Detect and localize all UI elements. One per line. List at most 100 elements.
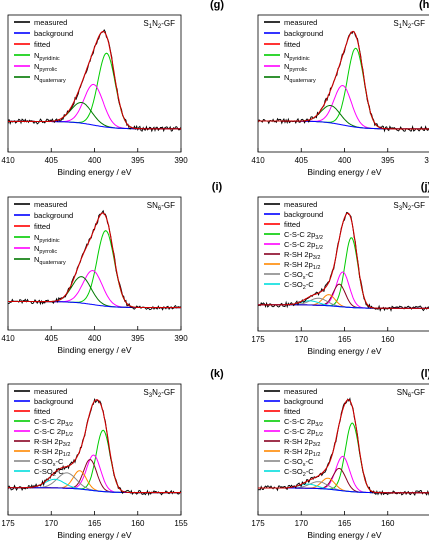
- legend-text: N: [284, 62, 289, 71]
- sample-label: SN6-GF: [397, 388, 425, 399]
- legend-subscript: 3/2: [315, 422, 323, 428]
- legend-entry-1: background: [284, 29, 323, 38]
- legend-entry-6: R-SH 2p1/2: [284, 447, 320, 458]
- x-tick-label-2: 400: [88, 334, 102, 343]
- legend-text: fitted: [34, 222, 50, 231]
- legend-subscript: pyrrolic: [39, 249, 57, 255]
- x-axis-label: Binding energy / eV: [57, 167, 132, 177]
- x-tick-label-0: 175: [1, 519, 15, 528]
- component-curve-0: [8, 230, 181, 309]
- legend-text: C-SO: [284, 467, 303, 476]
- legend-text: C-S-C 2p: [284, 230, 315, 239]
- sample-sub1: 6: [408, 393, 412, 399]
- legend-subscript: 2: [53, 472, 56, 478]
- legend-text: C-S-C 2p: [34, 417, 65, 426]
- legend-subscript: quaternary: [39, 260, 66, 266]
- sample-sub2: 2: [408, 206, 412, 212]
- legend-entry-0: measured: [34, 387, 67, 396]
- legend-text: N: [34, 62, 39, 71]
- legend-entry-5: R-SH 2p3/2: [34, 437, 70, 448]
- plot-area: [258, 30, 429, 133]
- legend-entry-4: Npyrrolic: [34, 62, 57, 73]
- x-tick-label-1: 405: [295, 156, 309, 165]
- panel-label: (i): [212, 181, 223, 193]
- legend-tail: -C: [306, 457, 314, 466]
- legend-entry-0: measured: [284, 200, 317, 209]
- legend-text: fitted: [34, 40, 50, 49]
- legend-text: background: [34, 29, 73, 38]
- panel-label: (k): [210, 368, 224, 380]
- legend-subscript: 3/2: [65, 422, 73, 428]
- legend-entry-8: C-SO2-C: [34, 467, 64, 478]
- sample-label: S3N2-GF: [393, 201, 425, 212]
- fitted-curve: [258, 30, 429, 130]
- sample-base: SN: [147, 201, 158, 210]
- legend-entry-3: Npyridinic: [34, 51, 60, 62]
- legend-entry-1: background: [34, 211, 73, 220]
- plot-area: [8, 28, 181, 133]
- x-tick-label-0: 410: [1, 334, 15, 343]
- legend-text: measured: [284, 387, 317, 396]
- panel-l: (l) 175 170 165 160 Binding energy / eV SN6-GF…: [251, 368, 429, 540]
- x-axis-label: Binding energy / eV: [307, 346, 382, 356]
- legend-entry-2: fitted: [34, 222, 50, 231]
- legend-subscript: 3/2: [315, 235, 323, 241]
- legend-subscript: pyrrolic: [289, 67, 307, 73]
- sample-tail: -GF: [411, 19, 425, 28]
- legend-entry-1: background: [284, 210, 323, 219]
- legend-text: background: [284, 29, 323, 38]
- x-tick-label-1: 405: [45, 334, 59, 343]
- legend-entry-5: Nquaternary: [284, 73, 316, 84]
- fitted-curve: [258, 399, 429, 494]
- legend-entry-2: fitted: [34, 40, 50, 49]
- legend-text: C-S-C 2p: [284, 417, 315, 426]
- measured-curve: [258, 211, 429, 313]
- legend-tail: -C: [306, 270, 314, 279]
- panel-label: (g): [210, 0, 224, 11]
- legend-text: C-SO: [34, 467, 53, 476]
- x-axis-label: Binding energy / eV: [57, 530, 132, 540]
- legend-subscript: 2: [303, 285, 306, 291]
- x-axis-label: Binding energy / eV: [57, 345, 132, 355]
- legend-subscript: x: [303, 275, 306, 281]
- legend-text: R-SH 2p: [34, 447, 63, 456]
- sample-label: S1N2-GF: [393, 19, 425, 30]
- legend-text: C-S-C 2p: [284, 427, 315, 436]
- legend-entry-8: C-SO2-C: [284, 467, 314, 478]
- legend-text: R-SH 2p: [284, 437, 313, 446]
- sample-sub1: 1: [149, 24, 153, 30]
- sample-mid: N: [402, 19, 408, 28]
- legend-subscript: 3/2: [313, 442, 321, 448]
- x-tick-label-3: 160: [381, 519, 395, 528]
- legend-entry-6: R-SH 2p1/2: [284, 260, 320, 271]
- x-tick-label-4: 390: [174, 156, 188, 165]
- legend-subscript: pyrrolic: [39, 67, 57, 73]
- sample-base: S: [393, 201, 398, 210]
- legend-subscript: x: [53, 462, 56, 468]
- x-tick-label-3: 160: [381, 335, 395, 344]
- legend-entry-0: measured: [34, 18, 67, 27]
- legend-text: N: [34, 255, 39, 264]
- legend-entry-5: Nquaternary: [34, 255, 66, 266]
- x-axis-label: Binding energy / eV: [307, 167, 382, 177]
- sample-mid: N: [152, 19, 158, 28]
- x-tick-label-4: 390: [174, 334, 188, 343]
- sample-sub1: 1: [399, 24, 403, 30]
- legend-entry-8: C-SO2-C: [284, 280, 314, 291]
- legend-entry-3: C-S-C 2p3/2: [284, 417, 323, 428]
- sample-base: S: [143, 19, 148, 28]
- component-curve-1: [258, 84, 429, 130]
- legend-text: C-S-C 2p: [34, 427, 65, 436]
- legend-text: C-SO: [34, 457, 53, 466]
- x-tick-label-2: 165: [88, 519, 102, 528]
- x-tick-label-0: 175: [251, 519, 265, 528]
- sample-sub2: 2: [158, 24, 162, 30]
- legend-entry-4: Npyrrolic: [34, 244, 57, 255]
- sample-base: SN: [397, 388, 408, 397]
- sample-tail: -GF: [161, 19, 175, 28]
- legend-text: N: [284, 51, 289, 60]
- legend-tail: -C: [306, 467, 314, 476]
- sample-tail: -GF: [411, 388, 425, 397]
